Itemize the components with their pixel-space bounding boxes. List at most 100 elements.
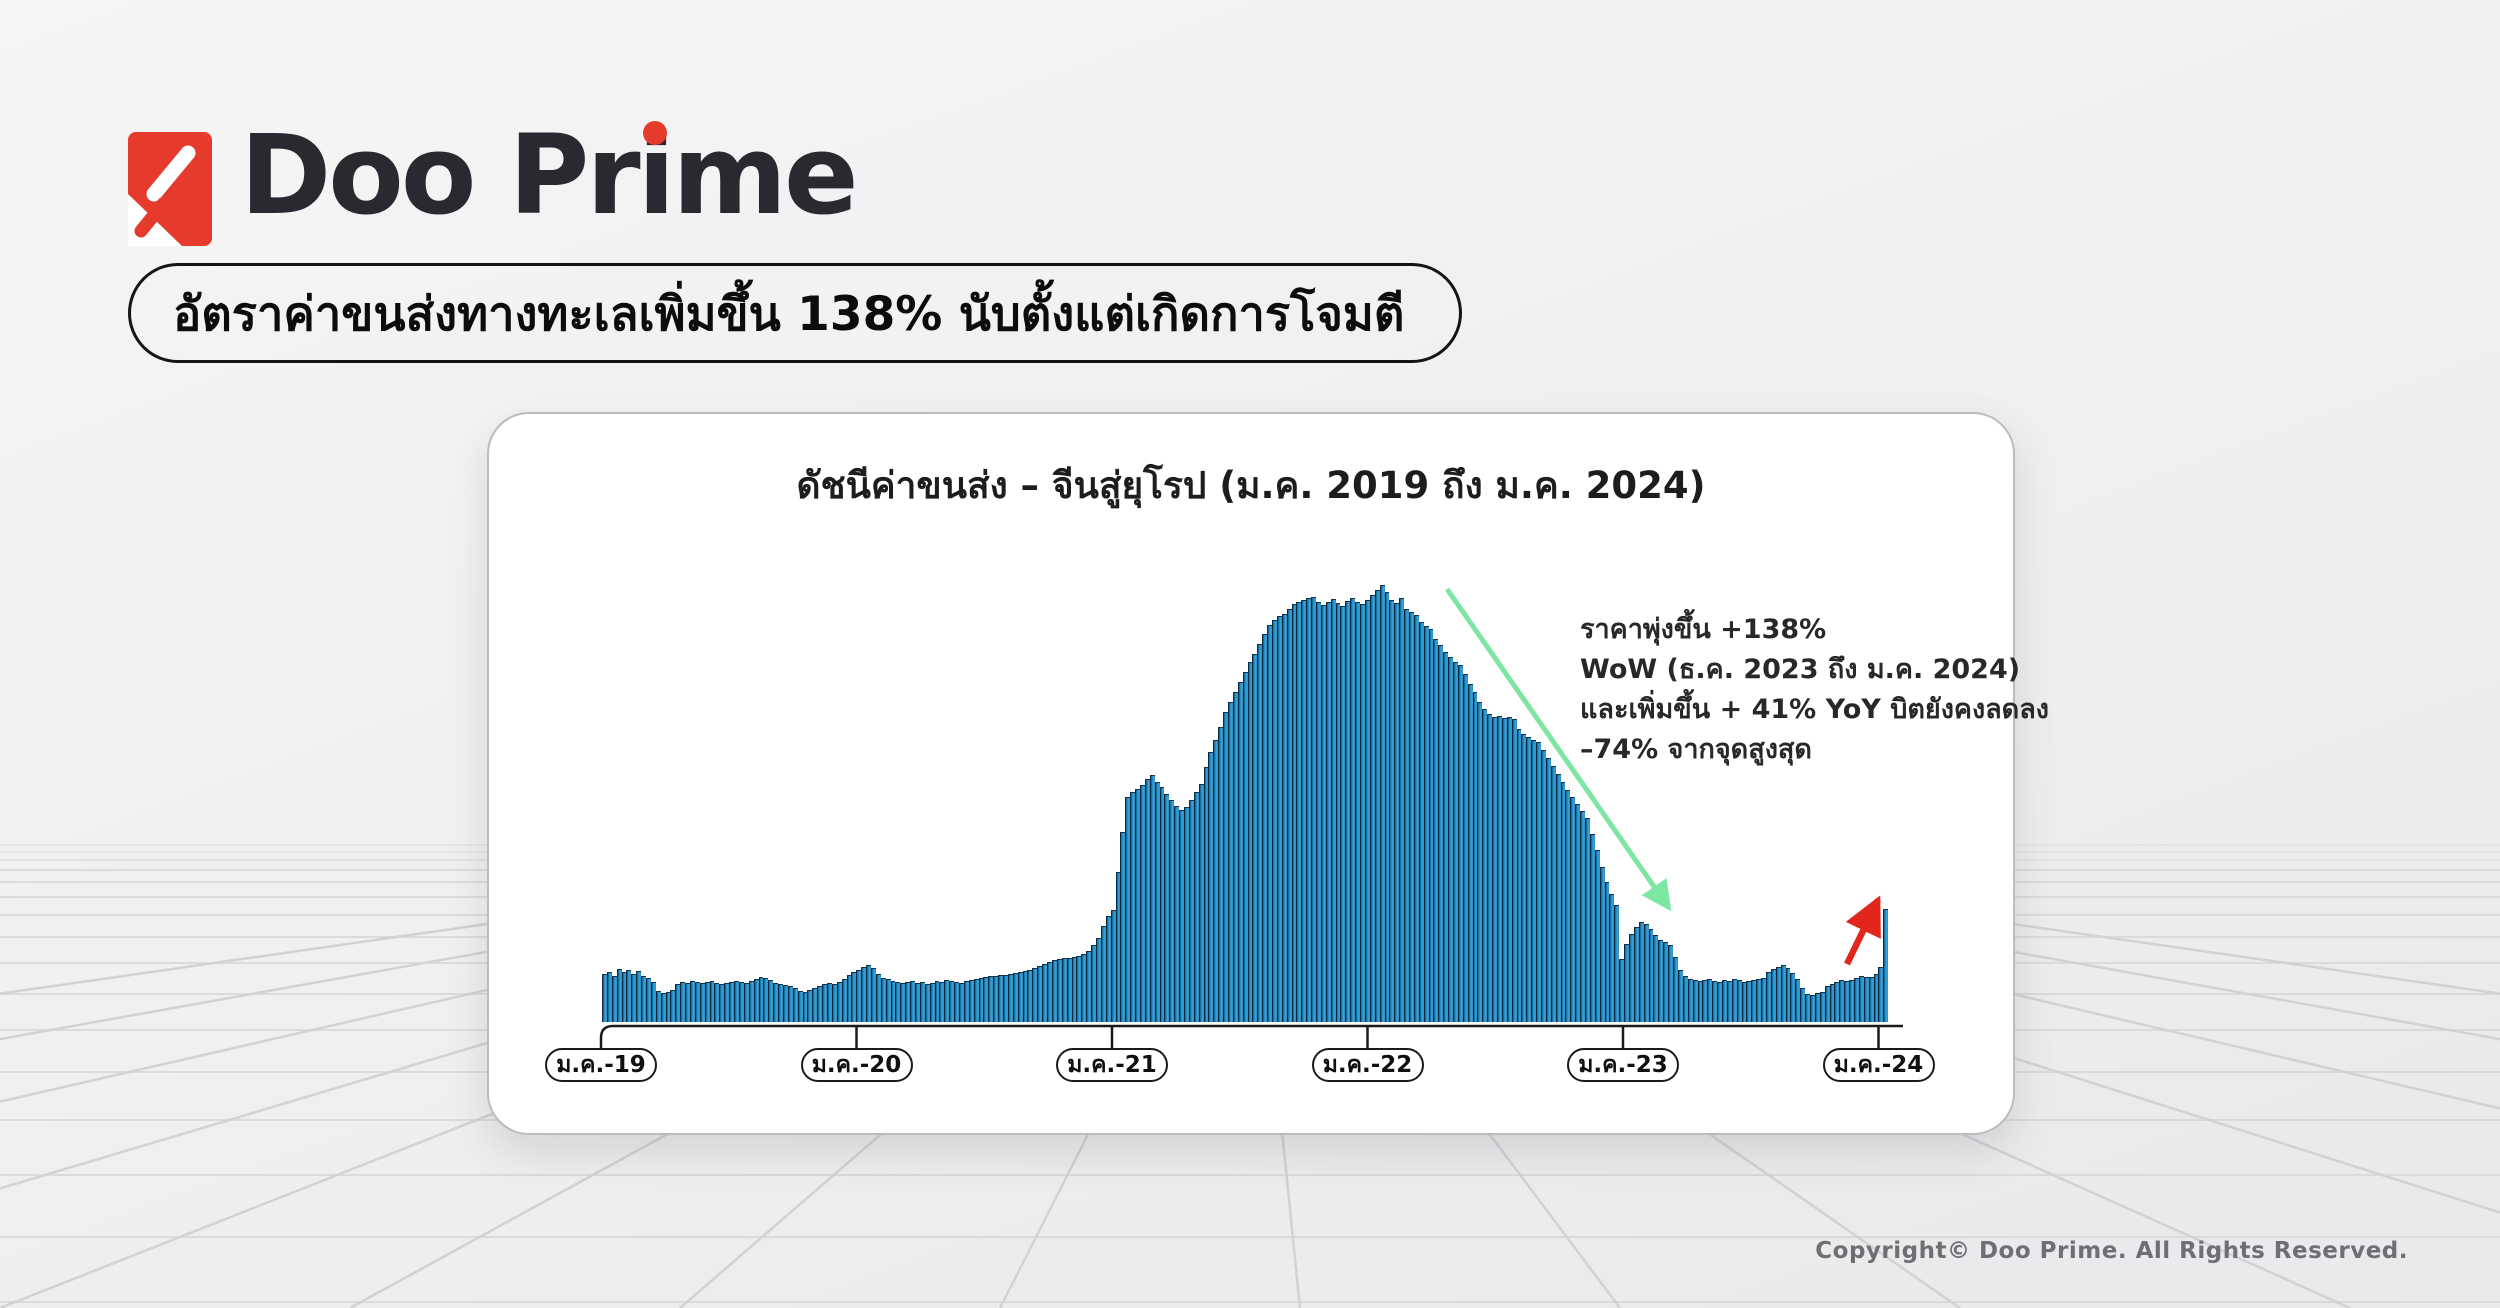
bar bbox=[1800, 988, 1806, 1022]
bar bbox=[1120, 832, 1126, 1022]
bar bbox=[1692, 980, 1698, 1022]
bar bbox=[1360, 604, 1365, 1022]
bar bbox=[1350, 598, 1356, 1022]
bar bbox=[1516, 729, 1522, 1022]
bar bbox=[1604, 882, 1610, 1022]
bar bbox=[680, 982, 686, 1022]
bar bbox=[1746, 981, 1752, 1022]
x-tick-jan-24: ม.ค.-24 bbox=[1822, 1048, 1935, 1082]
bar bbox=[1565, 790, 1571, 1022]
bar bbox=[924, 984, 930, 1022]
bar bbox=[1511, 719, 1517, 1022]
bar bbox=[919, 982, 925, 1022]
bar bbox=[655, 991, 661, 1022]
bar bbox=[606, 972, 612, 1022]
bar bbox=[636, 971, 642, 1022]
bar bbox=[1325, 602, 1331, 1022]
bar bbox=[1863, 977, 1869, 1022]
bar bbox=[1589, 834, 1595, 1022]
bar bbox=[1795, 979, 1801, 1022]
bar bbox=[1413, 615, 1419, 1022]
bar bbox=[1247, 662, 1253, 1022]
bar bbox=[1007, 974, 1013, 1022]
bar bbox=[694, 982, 700, 1022]
bar bbox=[734, 981, 739, 1022]
headline-text: อัตราค่าขนส่งทางทะเลเพิ่มขึ้น 138% นับตั… bbox=[173, 286, 1405, 342]
bar bbox=[1071, 957, 1077, 1022]
bar bbox=[753, 979, 759, 1022]
bar bbox=[1433, 639, 1439, 1022]
bar bbox=[1066, 958, 1072, 1022]
logo-text-before-i: Doo Pr bbox=[240, 111, 641, 239]
bar bbox=[699, 983, 705, 1022]
bar bbox=[1149, 775, 1155, 1022]
bar bbox=[792, 988, 798, 1022]
x-tick-jan-22: ม.ค.-22 bbox=[1311, 1048, 1424, 1082]
bar bbox=[993, 976, 999, 1022]
bar bbox=[1257, 644, 1263, 1022]
bar bbox=[1677, 970, 1683, 1022]
bar bbox=[1629, 934, 1634, 1022]
bar bbox=[1100, 926, 1106, 1022]
bar bbox=[1091, 945, 1096, 1022]
bar bbox=[1536, 742, 1541, 1022]
annotation-text: ราคาพุ่งขึ้น +138% WoW (ธ.ค. 2023 ถึง ม.… bbox=[1580, 610, 2060, 770]
bar bbox=[939, 982, 945, 1022]
bar bbox=[758, 977, 764, 1022]
bar bbox=[1188, 800, 1194, 1022]
bar bbox=[885, 979, 891, 1022]
bar bbox=[1379, 585, 1385, 1022]
bar bbox=[1012, 973, 1018, 1022]
bar bbox=[1839, 980, 1845, 1022]
bar bbox=[1296, 602, 1302, 1022]
bar bbox=[1086, 951, 1092, 1022]
bar bbox=[719, 984, 725, 1022]
x-tick-jan-19: ม.ค.-19 bbox=[545, 1048, 657, 1082]
bar bbox=[1198, 784, 1204, 1022]
bar bbox=[1702, 980, 1708, 1022]
bar bbox=[1824, 986, 1830, 1022]
bar bbox=[1345, 601, 1351, 1022]
bar bbox=[1575, 804, 1581, 1022]
bar bbox=[1844, 981, 1850, 1022]
logo-i-red-dot bbox=[642, 121, 667, 145]
bar bbox=[1130, 792, 1136, 1022]
bar bbox=[782, 985, 788, 1022]
bar bbox=[1369, 595, 1375, 1022]
bar bbox=[900, 983, 906, 1022]
bar bbox=[802, 992, 808, 1022]
chart-overlay bbox=[599, 587, 1903, 1048]
bar bbox=[1159, 787, 1165, 1022]
bar bbox=[1267, 625, 1273, 1022]
bar bbox=[1027, 970, 1033, 1022]
bar bbox=[1301, 600, 1307, 1022]
bar bbox=[1814, 993, 1820, 1022]
bar bbox=[1668, 945, 1674, 1022]
bar bbox=[1452, 662, 1458, 1022]
bar bbox=[944, 980, 950, 1022]
logo-letter-i: i bbox=[637, 111, 676, 239]
bar bbox=[690, 981, 695, 1022]
bar bbox=[1237, 682, 1243, 1022]
bar bbox=[1135, 789, 1140, 1022]
bar bbox=[1316, 602, 1321, 1022]
bar bbox=[665, 992, 671, 1022]
bar bbox=[910, 981, 915, 1022]
x-axis bbox=[599, 1024, 1903, 1048]
doo-prime-logo-text: Doo Pri me bbox=[240, 111, 859, 239]
bar bbox=[616, 969, 622, 1022]
bar bbox=[1761, 978, 1766, 1022]
bar bbox=[743, 983, 749, 1022]
bar bbox=[1658, 940, 1664, 1022]
bar bbox=[1756, 979, 1762, 1022]
bar bbox=[768, 980, 774, 1022]
bar bbox=[1770, 969, 1776, 1022]
bar bbox=[1717, 982, 1722, 1022]
logo-text-after-i: me bbox=[672, 111, 858, 239]
bar bbox=[1228, 702, 1233, 1022]
bar bbox=[1609, 894, 1615, 1022]
x-tick-jan-23: ม.ค.-23 bbox=[1567, 1048, 1679, 1082]
bar bbox=[822, 984, 827, 1022]
bar bbox=[1712, 981, 1718, 1022]
bar bbox=[1404, 609, 1409, 1022]
